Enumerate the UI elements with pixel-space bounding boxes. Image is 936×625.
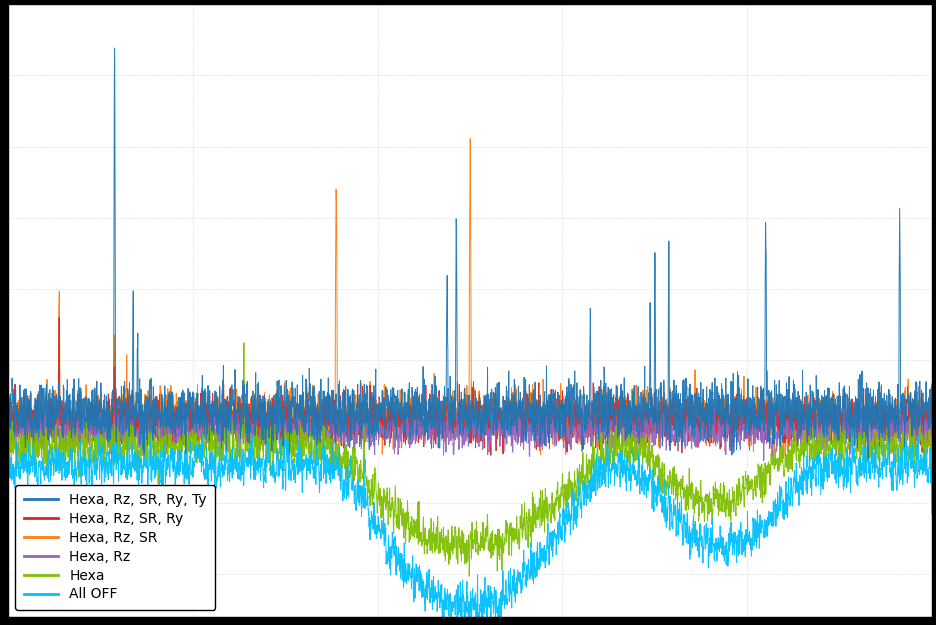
Legend: Hexa, Rz, SR, Ry, Ty, Hexa, Rz, SR, Ry, Hexa, Rz, SR, Hexa, Rz, Hexa, All OFF: Hexa, Rz, SR, Ry, Ty, Hexa, Rz, SR, Ry, …	[15, 485, 215, 610]
